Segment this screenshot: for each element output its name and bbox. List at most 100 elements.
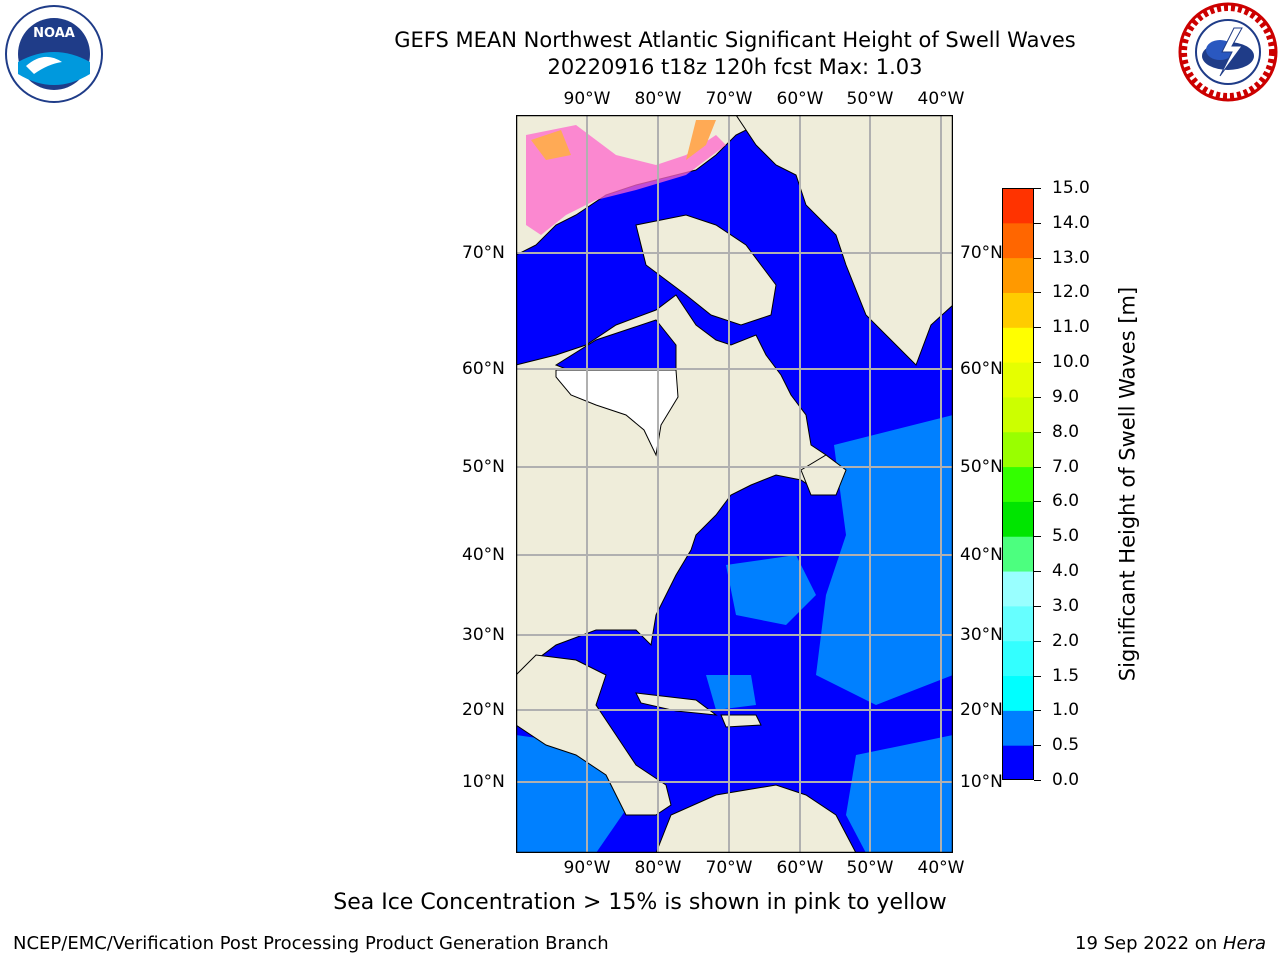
colorbar-tick-label: 7.0 bbox=[1052, 456, 1080, 477]
colorbar-tick-mark bbox=[1034, 501, 1041, 503]
colorbar-tick-label: 6.0 bbox=[1052, 491, 1080, 512]
lon-label-top: 50°W bbox=[846, 89, 894, 109]
swell-region-east bbox=[816, 415, 953, 705]
lat-label-right: 70°N bbox=[960, 243, 1003, 263]
colorbar-tick-mark bbox=[1034, 466, 1041, 468]
footer-host: Hera bbox=[1222, 933, 1266, 954]
swell-region-bahamas bbox=[706, 675, 756, 710]
lat-label-right: 50°N bbox=[960, 457, 1003, 477]
swell-region-bermuda bbox=[726, 555, 816, 625]
colorbar-segment bbox=[1002, 640, 1034, 677]
colorbar-segment bbox=[1002, 501, 1034, 537]
lat-label-left: 10°N bbox=[462, 772, 505, 792]
colorbar-tick-label: 5.0 bbox=[1052, 526, 1080, 547]
colorbar-segment bbox=[1002, 222, 1034, 259]
lat-label-left: 60°N bbox=[462, 359, 505, 379]
sea-ice-high bbox=[531, 130, 571, 160]
sea-ice-note: Sea Ice Concentration > 15% is shown in … bbox=[333, 890, 947, 915]
colorbar-tick-label: 11.0 bbox=[1052, 317, 1090, 338]
colorbar-tick-mark bbox=[1034, 745, 1041, 747]
lon-label-bottom: 90°W bbox=[563, 858, 611, 878]
colorbar-tick-label: 3.0 bbox=[1052, 595, 1080, 616]
colorbar-tick-mark bbox=[1034, 327, 1041, 329]
footer-date: 19 Sep 2022 on Hera bbox=[1075, 933, 1266, 954]
colorbar-tick-mark bbox=[1034, 431, 1041, 433]
lon-label-bottom: 40°W bbox=[917, 858, 965, 878]
colorbar-tick-mark bbox=[1034, 675, 1041, 677]
colorbar-tick-mark bbox=[1034, 605, 1041, 607]
noaa-logo: NOAA bbox=[5, 5, 103, 103]
colorbar-segment bbox=[1002, 188, 1034, 224]
colorbar-segment bbox=[1002, 571, 1034, 607]
swell-region-southeast bbox=[846, 735, 953, 853]
colorbar-tick-mark bbox=[1034, 396, 1041, 398]
svg-text:NOAA: NOAA bbox=[33, 26, 75, 41]
colorbar-segment bbox=[1002, 431, 1034, 468]
map-subtitle: 20220916 t18z 120h fcst Max: 1.03 bbox=[547, 55, 923, 79]
nws-logo bbox=[1178, 2, 1278, 102]
lon-label-bottom: 50°W bbox=[846, 858, 894, 878]
footer-date-text: 19 Sep 2022 on bbox=[1075, 933, 1223, 954]
colorbar-tick-label: 0.0 bbox=[1052, 770, 1080, 790]
map-title: GEFS MEAN Northwest Atlantic Significant… bbox=[394, 28, 1076, 52]
colorbar-segment bbox=[1002, 257, 1034, 293]
sea-ice-arctic bbox=[526, 125, 726, 235]
lat-label-left: 70°N bbox=[462, 243, 505, 263]
lon-label-bottom: 70°W bbox=[705, 858, 753, 878]
colorbar-segment bbox=[1002, 605, 1034, 642]
colorbar-tick-mark bbox=[1034, 292, 1041, 294]
land-baffin-island bbox=[635, 214, 777, 326]
lon-label-top: 40°W bbox=[917, 89, 965, 109]
colorbar-tick-mark bbox=[1034, 780, 1041, 781]
colorbar-segment bbox=[1002, 536, 1034, 572]
lon-label-top: 80°W bbox=[634, 89, 682, 109]
lat-label-right: 30°N bbox=[960, 625, 1003, 645]
colorbar-tick-mark bbox=[1034, 222, 1041, 224]
lon-label-top: 60°W bbox=[776, 89, 824, 109]
colorbar-tick-label: 12.0 bbox=[1052, 282, 1090, 303]
map-gridlines bbox=[516, 115, 953, 853]
colorbar-tick-mark bbox=[1034, 188, 1041, 189]
colorbar-tick-label: 1.0 bbox=[1052, 700, 1080, 721]
colorbar-segment bbox=[1002, 396, 1034, 433]
lat-label-right: 60°N bbox=[960, 359, 1003, 379]
lat-label-right: 40°N bbox=[960, 545, 1003, 565]
sea-ice-greenland-coast bbox=[686, 120, 716, 160]
colorbar-tick-label: 10.0 bbox=[1052, 352, 1090, 373]
colorbar-segment bbox=[1002, 745, 1034, 780]
colorbar-label: Significant Height of Swell Waves [m] bbox=[1115, 286, 1140, 682]
lon-label-bottom: 80°W bbox=[634, 858, 682, 878]
land-south-america bbox=[655, 784, 857, 853]
lat-label-right: 20°N bbox=[960, 700, 1003, 720]
colorbar bbox=[1002, 188, 1034, 780]
colorbar-segment bbox=[1002, 466, 1034, 502]
colorbar-tick-mark bbox=[1034, 257, 1041, 259]
land-hispaniola bbox=[720, 714, 762, 728]
colorbar-tick-label: 14.0 bbox=[1052, 212, 1090, 233]
land-mexico-central-america bbox=[516, 654, 672, 816]
colorbar-tick-label: 1.5 bbox=[1052, 665, 1080, 686]
swell-region-caribbean-south bbox=[516, 735, 636, 853]
lat-label-left: 30°N bbox=[462, 625, 505, 645]
footer-credit: NCEP/EMC/Verification Post Processing Pr… bbox=[13, 933, 609, 954]
colorbar-border bbox=[1002, 188, 1034, 780]
colorbar-segment bbox=[1002, 292, 1034, 328]
colorbar-tick-label: 8.0 bbox=[1052, 421, 1080, 442]
colorbar-tick-label: 15.0 bbox=[1052, 178, 1090, 198]
colorbar-tick-mark bbox=[1034, 536, 1041, 538]
lon-label-top: 70°W bbox=[705, 89, 753, 109]
colorbar-tick-label: 13.0 bbox=[1052, 247, 1090, 268]
colorbar-tick-label: 9.0 bbox=[1052, 386, 1080, 407]
map-panel bbox=[516, 115, 953, 853]
colorbar-segment bbox=[1002, 710, 1034, 746]
colorbar-tick-mark bbox=[1034, 710, 1041, 712]
colorbar-segment bbox=[1002, 362, 1034, 398]
colorbar-segment bbox=[1002, 327, 1034, 363]
colorbar-tick-label: 2.0 bbox=[1052, 630, 1080, 651]
lat-label-left: 50°N bbox=[462, 457, 505, 477]
colorbar-tick-mark bbox=[1034, 640, 1041, 642]
colorbar-tick-mark bbox=[1034, 362, 1041, 364]
lon-label-bottom: 60°W bbox=[776, 858, 824, 878]
colorbar-tick-label: 0.5 bbox=[1052, 735, 1080, 756]
lat-label-right: 10°N bbox=[960, 772, 1003, 792]
